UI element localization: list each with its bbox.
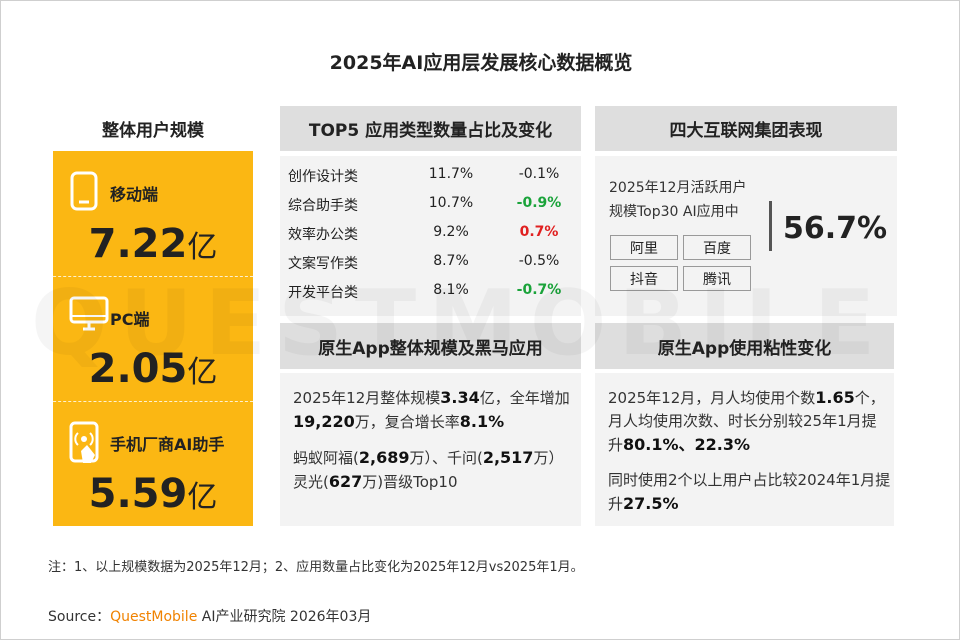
icon xyxy=(69,421,101,469)
category-change: -0.7% xyxy=(516,282,562,298)
panel xyxy=(595,156,897,316)
company-tag: 百度 xyxy=(683,235,751,260)
category-name: 开发平台类 xyxy=(288,285,358,301)
icon xyxy=(69,171,99,215)
text: 2025年12月整体规模 xyxy=(293,389,441,407)
panel-heading: 原生App整体规模及黑马应用 xyxy=(280,323,581,369)
category-name: 创作设计类 xyxy=(288,169,358,185)
item-value: 5.59亿 xyxy=(53,471,253,517)
page-title: 2025年AI应用层发展核心数据概览 xyxy=(329,52,633,74)
panel-heading: 原生App使用粘性变化 xyxy=(595,323,894,369)
text: 万)晋级Top10 xyxy=(362,473,458,491)
footnote: 注：1、以上规模数据为2025年12月；2、应用数量占比变化为2025年12月v… xyxy=(48,560,584,575)
text: 2025年12月，月人均使用个数 xyxy=(608,389,816,407)
user-scale-panel: 移动端 7.22亿 PC端 2.05亿 手机厂商AI助手 5.59亿 xyxy=(53,151,253,526)
source: Source：QuestMobile AI产业研究院 2026年03月 xyxy=(48,606,371,626)
share-value: 56.7% xyxy=(783,211,888,246)
value-unit: 亿 xyxy=(187,230,218,265)
paragraph: 2025年12月整体规模3.34亿，全年增加 19,220万，复合增长率8.1% xyxy=(293,386,578,434)
bold-text: 27.5% xyxy=(623,494,679,513)
category-share: 10.7% xyxy=(428,195,474,211)
category-share: 8.7% xyxy=(433,253,469,269)
item-label: 手机厂商AI助手 xyxy=(110,435,225,454)
bold-text: 8.1% xyxy=(459,412,505,431)
text: 亿，全年增加 xyxy=(479,389,570,407)
section-heading: 整体用户规模 xyxy=(102,121,204,141)
panel-heading: 四大互联网集团表现 xyxy=(595,106,897,151)
bold-text: 3.34 xyxy=(440,388,480,407)
text: 同时使用2个以上用户占比较2024年1月提升 xyxy=(608,471,891,513)
category-share: 8.1% xyxy=(433,282,469,298)
category-change: -0.5% xyxy=(518,253,560,269)
desc-line: 规模Top30 AI应用中 xyxy=(609,204,739,220)
bold-text: 627 xyxy=(328,472,363,491)
category-change: -0.9% xyxy=(516,195,562,211)
value-unit: 亿 xyxy=(187,480,218,515)
bold-text: 19,220 xyxy=(293,412,355,431)
source-text: QuestMobile xyxy=(110,609,198,625)
company-tag: 抖音 xyxy=(610,266,678,291)
paragraph: 蚂蚁阿福(2,689万）、千问(2,517万）灵光(627万)晋级Top10 xyxy=(293,446,578,494)
value-unit: 亿 xyxy=(187,355,218,390)
panel xyxy=(280,373,581,526)
bold-text: 2,517 xyxy=(482,448,534,467)
separator xyxy=(43,276,253,277)
text: 万）灵光( xyxy=(293,449,564,491)
bold-text: 80.1%、22.3% xyxy=(623,435,751,454)
panel-heading: TOP5 应用类型数量占比及变化 xyxy=(280,106,581,151)
desc-line: 2025年12月活跃用户 xyxy=(609,180,747,196)
paragraph: 同时使用2个以上用户占比较2024年1月提升27.5% xyxy=(608,469,891,516)
text: 个，月人均使用次数、时长分别较25年1月提升 xyxy=(608,389,885,454)
text: 万，复合增长率 xyxy=(354,413,460,431)
category-name: 效率办公类 xyxy=(288,227,358,243)
panel xyxy=(280,156,581,316)
category-name: 综合助手类 xyxy=(288,198,358,214)
category-name: 文案写作类 xyxy=(288,256,358,272)
text: 万）、千问( xyxy=(409,449,483,467)
category-share: 9.2% xyxy=(433,224,469,240)
value-number: 7.22 xyxy=(88,221,188,267)
source-text: AI产业研究院 2026年03月 xyxy=(197,609,372,625)
divider xyxy=(769,201,772,251)
item-value: 2.05亿 xyxy=(53,346,253,392)
bold-text: 2,689 xyxy=(358,448,410,467)
company-tag: 腾讯 xyxy=(683,266,751,291)
icon xyxy=(69,296,109,336)
bold-text: 1.65 xyxy=(815,388,855,407)
text: 蚂蚁阿福( xyxy=(293,449,359,467)
item-label: PC端 xyxy=(110,310,150,329)
item-value: 7.22亿 xyxy=(53,221,253,267)
value-number: 5.59 xyxy=(88,471,188,517)
paragraph: 2025年12月，月人均使用个数1.65个，月人均使用次数、时长分别较25年1月… xyxy=(608,386,891,457)
category-change: 0.7% xyxy=(519,224,559,240)
panel xyxy=(595,373,894,526)
value-number: 2.05 xyxy=(88,346,188,392)
source-text: Source： xyxy=(48,609,111,625)
category-share: 11.7% xyxy=(428,166,474,182)
separator xyxy=(43,401,253,402)
text-block: 2025年12月，月人均使用个数1.65个，月人均使用次数、时长分别较25年1月… xyxy=(608,386,891,516)
category-change: -0.1% xyxy=(518,166,560,182)
text-block: 2025年12月整体规模3.34亿，全年增加 19,220万，复合增长率8.1% 蚂… xyxy=(293,386,578,494)
company-tag: 阿里 xyxy=(610,235,678,260)
item-label: 移动端 xyxy=(110,185,159,204)
